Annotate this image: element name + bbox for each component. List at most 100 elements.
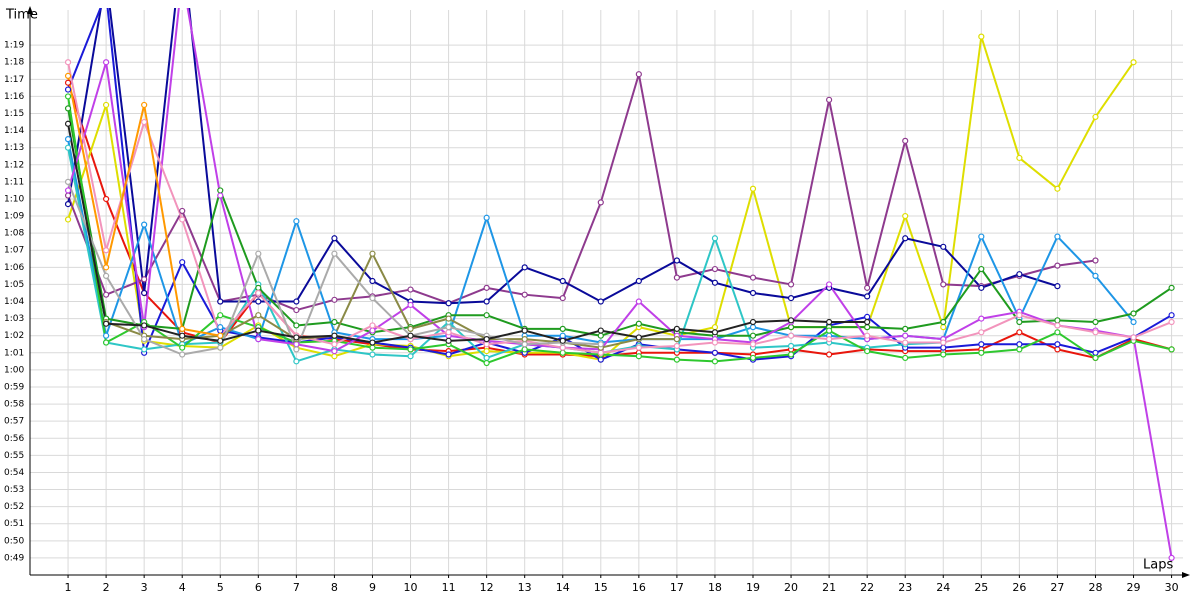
x-tick-label: 26 [1012, 581, 1026, 594]
data-point [521, 336, 528, 343]
data-point [64, 79, 72, 86]
data-point [331, 347, 338, 355]
y-axis-label: Time [5, 8, 38, 23]
data-point [293, 306, 300, 314]
data-point [864, 324, 871, 331]
data-point [749, 324, 757, 331]
data-point [1092, 272, 1099, 279]
data-point [749, 289, 757, 297]
data-point [787, 351, 795, 358]
y-tick-label: 1:09 [4, 212, 24, 222]
data-point [1130, 334, 1137, 341]
data-point [749, 354, 757, 362]
data-point [64, 144, 72, 151]
data-point [635, 334, 642, 341]
data-point [255, 327, 262, 334]
data-point [749, 274, 757, 281]
data-point [255, 289, 262, 297]
x-tick-label: 3 [141, 581, 148, 594]
data-point [635, 353, 642, 360]
x-tick-label: 1 [65, 581, 72, 594]
data-point [483, 354, 490, 362]
data-point [64, 105, 72, 112]
data-point [940, 339, 947, 346]
plot-area [64, 8, 1175, 562]
y-tick-label: 1:02 [4, 331, 24, 341]
x-tick-label: 17 [670, 581, 684, 594]
data-point [559, 277, 566, 285]
data-point [1054, 329, 1061, 336]
data-point [711, 279, 719, 286]
data-point [787, 281, 795, 288]
data-point [902, 354, 909, 362]
x-axis-label: Laps [1143, 558, 1173, 573]
y-tick-label: 0:51 [4, 519, 24, 529]
data-point [826, 96, 833, 103]
y-tick-label: 1:11 [4, 177, 24, 187]
data-point [940, 324, 947, 331]
x-tick-label: 2 [103, 581, 110, 594]
data-point [787, 324, 795, 331]
data-point [635, 344, 642, 351]
data-point [559, 344, 566, 351]
data-point [1168, 318, 1175, 326]
data-point [483, 214, 490, 221]
data-point [141, 101, 148, 109]
data-point [978, 315, 985, 322]
y-tick-label: 1:16 [4, 92, 24, 102]
data-point [293, 322, 300, 329]
x-tick-label: 24 [936, 581, 950, 594]
data-point [255, 284, 262, 291]
data-point [483, 312, 490, 319]
data-point [141, 221, 148, 228]
data-point [64, 216, 72, 223]
data-point [64, 178, 72, 185]
y-tick-label: 0:54 [4, 468, 24, 478]
y-tick-label: 0:53 [4, 485, 24, 495]
data-point [673, 257, 680, 264]
data-point [673, 336, 680, 343]
y-tick-label: 0:57 [4, 417, 24, 427]
data-point [711, 329, 719, 336]
data-point [749, 332, 757, 339]
data-point [1016, 271, 1023, 278]
data-point [826, 336, 833, 343]
data-point [521, 341, 528, 348]
data-point [1054, 233, 1061, 240]
data-point [407, 301, 414, 309]
y-tick-label: 1:05 [4, 280, 24, 290]
data-point [64, 192, 72, 199]
data-point [483, 336, 490, 343]
data-point [711, 265, 719, 273]
data-point [217, 192, 224, 199]
data-point [1130, 318, 1137, 326]
data-point [902, 332, 909, 339]
y-tick-label: 1:15 [4, 109, 24, 119]
data-point [978, 284, 985, 291]
data-point [445, 351, 452, 358]
data-point [635, 277, 642, 285]
y-tick-label: 1:07 [4, 246, 24, 256]
data-point [597, 349, 604, 356]
data-point [369, 322, 376, 329]
series-line [67, 8, 1173, 559]
data-point [331, 341, 338, 348]
data-point [407, 353, 414, 360]
data-point [673, 342, 680, 350]
y-tick-label: 1:17 [4, 75, 24, 85]
x-tick-label: 8 [331, 581, 338, 594]
data-point [902, 212, 909, 220]
data-point [597, 199, 604, 206]
data-point [1016, 154, 1023, 162]
data-point [445, 315, 452, 322]
data-point [787, 342, 795, 350]
data-point [1092, 354, 1099, 362]
data-point [597, 298, 604, 305]
x-tick-label: 9 [369, 581, 376, 594]
data-point [635, 320, 642, 327]
data-point [711, 339, 719, 346]
series-line [67, 147, 944, 363]
data-point [597, 327, 604, 334]
data-point [293, 218, 300, 225]
data-point [103, 247, 110, 254]
